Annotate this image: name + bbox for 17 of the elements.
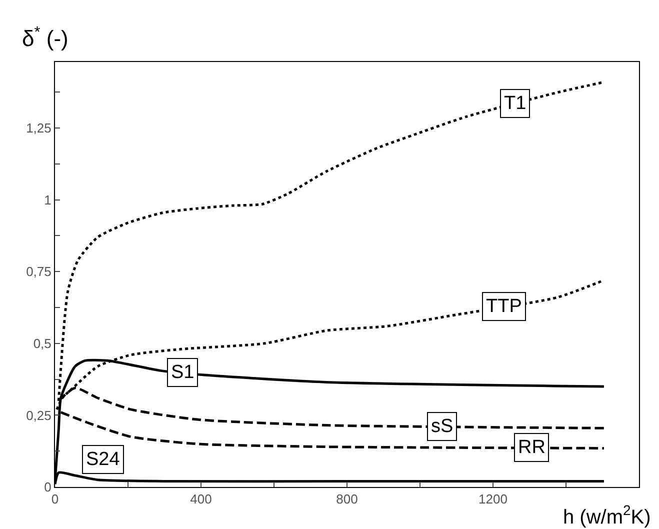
y-tick-label: 0 bbox=[44, 480, 52, 495]
series-label: T1 bbox=[504, 93, 526, 114]
y-axis-title: δ$^{*}$ (-) bbox=[22, 24, 68, 52]
y-tick-label: 1 bbox=[44, 192, 52, 208]
x-tick-label: 1200 bbox=[478, 492, 508, 507]
series-label: RR bbox=[518, 437, 546, 458]
y-tick-label: 0,5 bbox=[33, 336, 52, 351]
y-tick-label: 0,75 bbox=[26, 264, 52, 280]
y-tick-label: 1,25 bbox=[26, 120, 52, 136]
series-label: S1 bbox=[171, 362, 194, 383]
x-axis-title: h (w/m$^{2}$K) bbox=[563, 502, 651, 528]
x-tick-label: 400 bbox=[190, 492, 212, 507]
x-tick-label: 800 bbox=[336, 492, 358, 507]
series-label: S24 bbox=[86, 449, 120, 470]
y-tick-label: 0,25 bbox=[26, 408, 52, 423]
series-label: sS bbox=[431, 416, 454, 437]
series-label: TTP bbox=[486, 296, 522, 317]
